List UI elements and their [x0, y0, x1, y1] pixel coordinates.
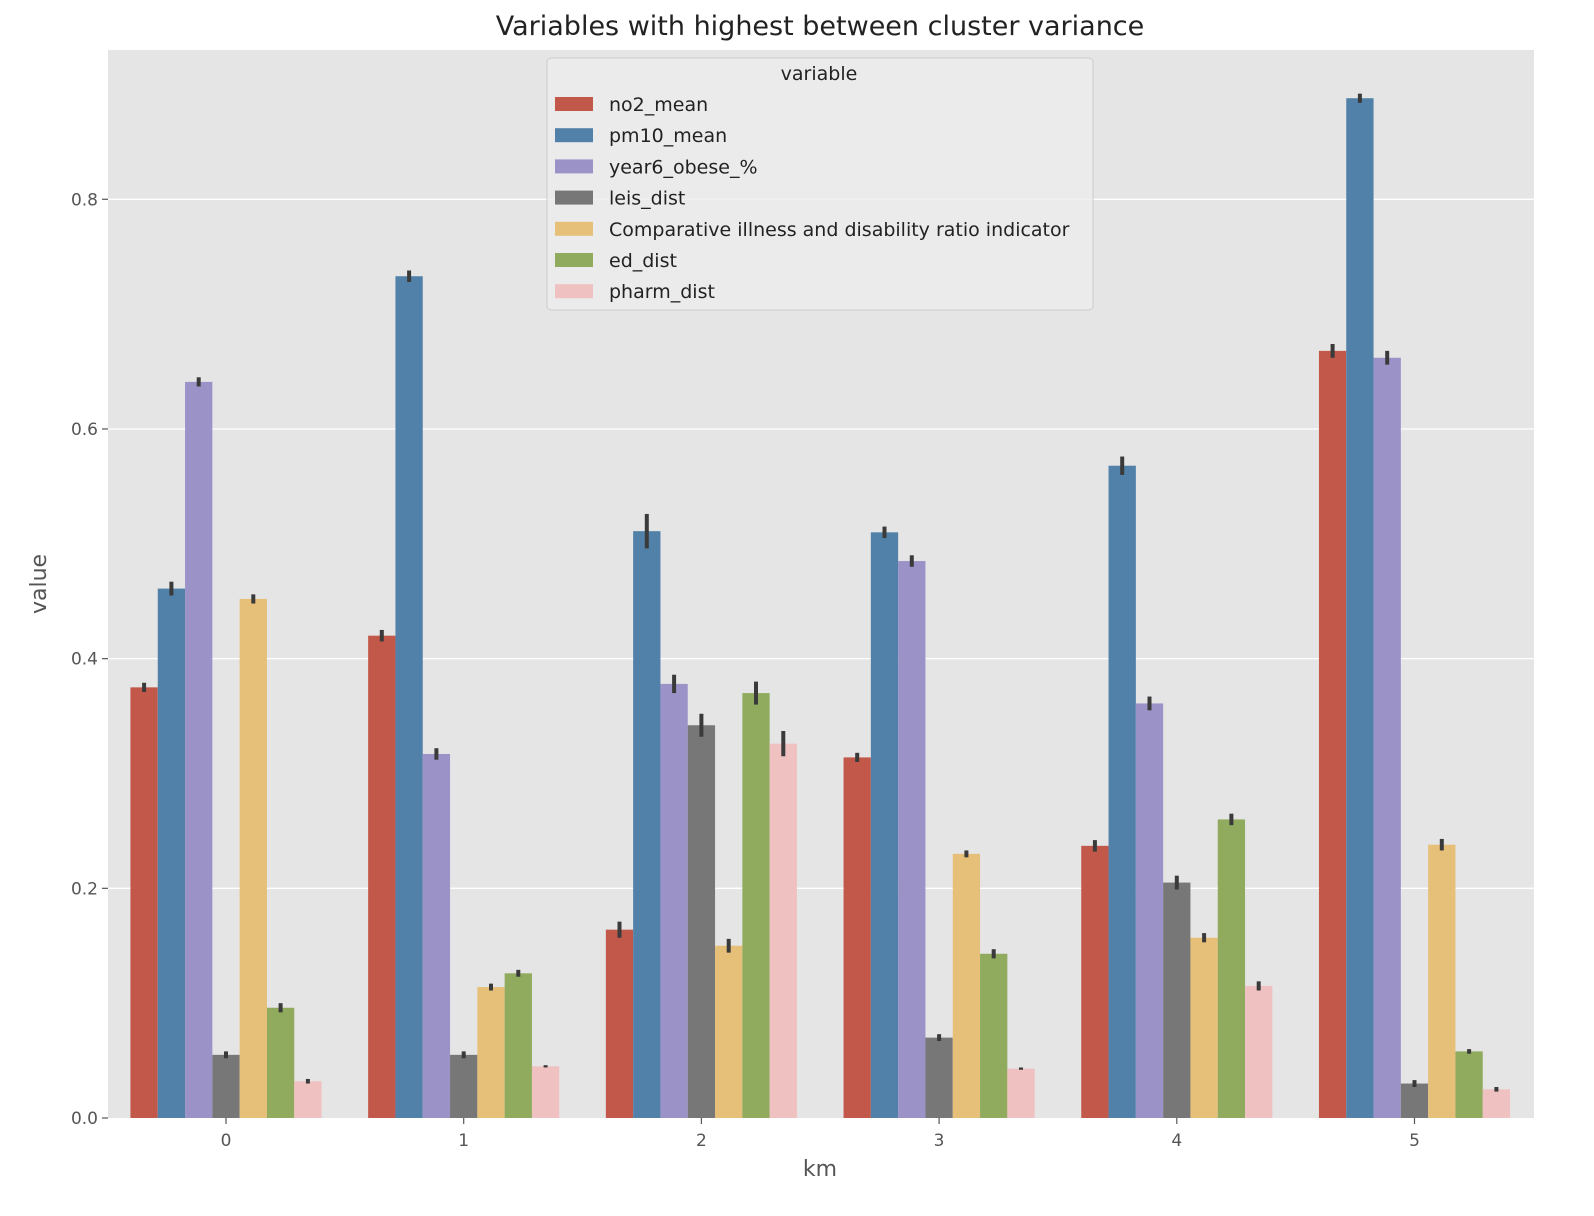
legend-label: Comparative illness and disability ratio… [609, 219, 1070, 241]
bar [266, 1007, 295, 1118]
bar [1482, 1089, 1511, 1118]
bar [980, 953, 1008, 1118]
bar [185, 381, 213, 1118]
bar [212, 1054, 240, 1118]
bar [1135, 703, 1164, 1118]
chart-title: Variables with highest between cluster v… [496, 11, 1145, 42]
legend-label: ed_dist [609, 250, 677, 272]
bar [633, 531, 661, 1118]
x-tick-label: 5 [1409, 1131, 1420, 1151]
x-axis-ticks: 0 1 2 3 4 5 [221, 1118, 1420, 1151]
bar [870, 532, 899, 1118]
x-axis-label: km [803, 1157, 837, 1182]
bar [1373, 357, 1401, 1119]
bar [898, 561, 926, 1118]
legend-label: no2_mean [609, 94, 708, 116]
y-axis-ticks: 0.0 0.2 0.4 0.6 0.8 [71, 190, 108, 1129]
bar [504, 973, 532, 1118]
legend-label: pm10_mean [609, 125, 727, 147]
bar [952, 853, 981, 1118]
bar [660, 683, 688, 1118]
bars [130, 98, 1511, 1119]
error-bars [142, 93, 1499, 1092]
bar [450, 1054, 478, 1118]
bar [130, 687, 158, 1118]
y-tick-label: 0.8 [71, 190, 98, 210]
legend-box [546, 57, 1094, 311]
bar [1081, 845, 1109, 1118]
legend-label: leis_dist [609, 188, 685, 210]
bar [1428, 844, 1456, 1118]
bar [1318, 350, 1347, 1118]
bar [605, 929, 634, 1118]
legend-label: year6_obese_% [609, 156, 758, 178]
bar [422, 753, 451, 1118]
x-tick-label: 4 [1171, 1131, 1182, 1151]
bar [368, 635, 396, 1118]
legend-swatch [555, 253, 593, 267]
bar [531, 1066, 560, 1118]
legend-swatch [555, 97, 593, 111]
bar [715, 945, 743, 1118]
legend-swatch [555, 128, 593, 143]
legend-swatch [555, 284, 593, 299]
legend-swatch [555, 159, 593, 174]
x-tick-label: 3 [934, 1131, 945, 1151]
bar [1346, 98, 1374, 1119]
x-tick-label: 0 [221, 1131, 232, 1151]
y-tick-label: 0.6 [71, 420, 98, 440]
bar [843, 757, 871, 1118]
legend-label: pharm_dist [609, 281, 715, 303]
legend-entries: no2_mean pm10_mean year6_obese_% leis_dist C… [555, 94, 1070, 303]
legend-title: variable [781, 63, 858, 85]
y-tick-label: 0.0 [71, 1109, 98, 1129]
bar [1245, 985, 1273, 1118]
legend-swatch [555, 190, 593, 205]
y-tick-label: 0.4 [71, 650, 98, 670]
bar [742, 693, 770, 1118]
bar [1455, 1051, 1483, 1118]
x-tick-label: 1 [458, 1131, 469, 1151]
bar [1217, 819, 1246, 1118]
legend-swatch [555, 221, 593, 236]
bar [1400, 1083, 1429, 1118]
y-axis-label: value [27, 554, 52, 614]
bar [1007, 1068, 1035, 1118]
bar [395, 276, 423, 1118]
y-tick-label: 0.2 [71, 879, 98, 899]
bar [294, 1081, 322, 1118]
x-tick-label: 2 [696, 1131, 707, 1151]
bar [1190, 937, 1218, 1118]
bar [687, 725, 716, 1118]
bar [157, 588, 186, 1118]
bar [477, 987, 505, 1118]
legend: variable no2_mean pm10_mean year6_obese_%l… [546, 57, 1094, 311]
bar [925, 1037, 953, 1118]
bar [769, 743, 797, 1118]
bar [1163, 882, 1191, 1118]
bar [1108, 465, 1136, 1118]
bar [239, 598, 267, 1118]
